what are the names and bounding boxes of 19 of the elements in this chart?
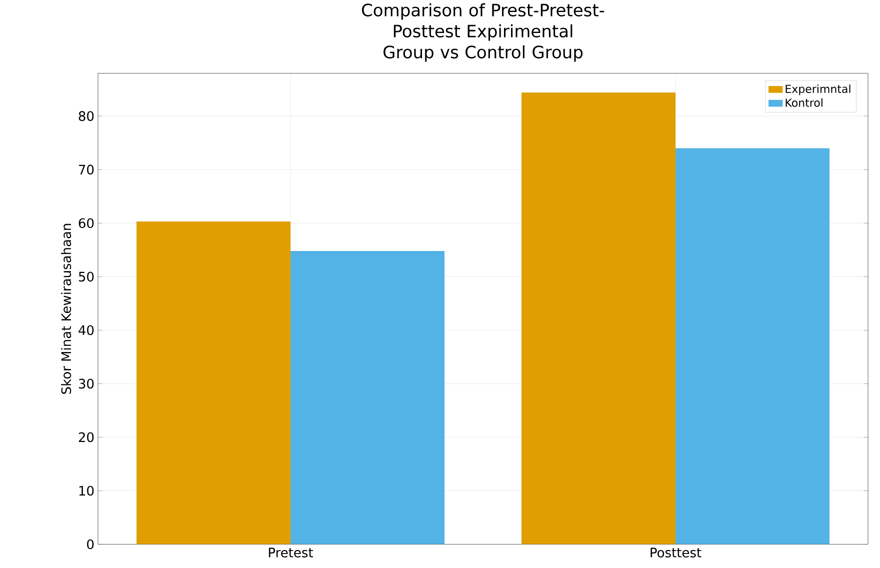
x-tick-label: Posttest [650,548,702,558]
y-tick-label: 40 [78,325,94,335]
y-tick-label: 0 [87,539,94,550]
x-tick-label: Pretest [268,548,313,558]
legend-label: Kontrol [786,98,822,107]
y-tick-label: 20 [78,432,94,442]
bar [136,221,291,544]
y-tick-label: 80 [78,111,94,121]
y-tick-label: 60 [78,218,94,228]
y-tick-label: 30 [78,378,94,388]
bar [290,250,445,544]
bar [676,148,830,544]
bar [522,92,676,544]
y-tick-label: 50 [78,272,94,282]
y-axis-title: Skor Minat Kewirausahaan [61,224,72,394]
legend-label: Experimntal [786,84,850,96]
chart-title: Comparison of Prest-Pretest-Posttest Expirimental Group vs Control Group [362,3,604,62]
y-tick-label: 70 [79,164,94,174]
y-tick-label: 10 [79,486,94,496]
